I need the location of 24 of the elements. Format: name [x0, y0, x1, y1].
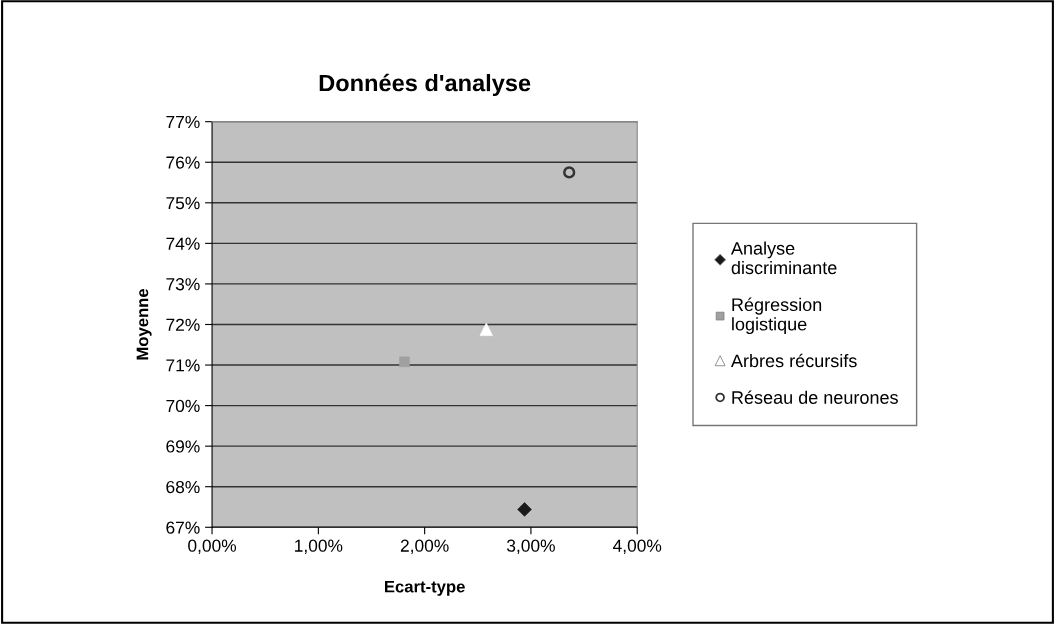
x-axis-title: Ecart-type: [385, 580, 465, 596]
x-tick-label: 2,00%: [400, 539, 449, 554]
y-tick-label: 72%: [166, 318, 200, 331]
y-tick-label: 68%: [166, 480, 200, 494]
y-tick-label: 67%: [166, 521, 200, 534]
x-tick-label: 4,00%: [613, 539, 662, 554]
chart-title: Données d'analyse: [319, 73, 531, 97]
y-tick-label: 70%: [166, 399, 200, 413]
y-axis-title: Moyenne: [136, 288, 152, 360]
y-tick-label: 77%: [166, 115, 200, 129]
legend-label: Arbres récursifs: [730, 353, 857, 368]
legend-label: Analyse discriminante: [730, 241, 837, 275]
legend-label: Réseau de neurones: [732, 390, 898, 404]
point: [563, 166, 576, 179]
x-tick-label: 3,00%: [506, 539, 555, 554]
y-tick-label: 74%: [166, 237, 200, 250]
x-tick-label: 1,00%: [295, 539, 343, 554]
y-tick-label: 71%: [166, 359, 200, 372]
legend-label: Régression logistique: [732, 297, 822, 335]
x-tick-label: 0,00%: [188, 539, 237, 554]
y-tick-label: 69%: [166, 440, 200, 453]
y-tick-label: 73%: [166, 278, 200, 291]
y-tick-label: 75%: [166, 197, 200, 210]
y-tick-label: 76%: [166, 156, 200, 169]
